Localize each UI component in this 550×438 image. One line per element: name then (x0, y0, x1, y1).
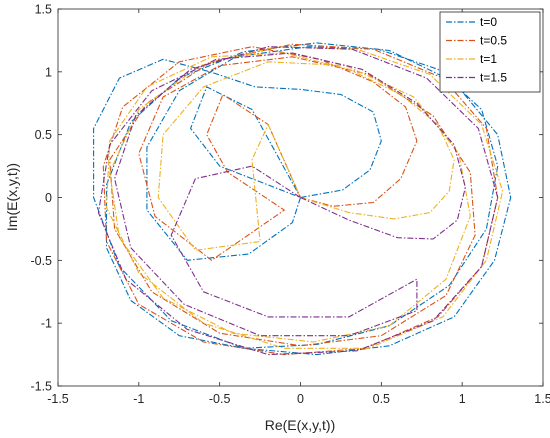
series-line-1 (93, 42, 512, 356)
legend-label: t=0 (480, 15, 497, 29)
legend-box (439, 11, 541, 93)
legend-label: t=0.5 (480, 34, 507, 48)
legend-label: t=1 (480, 52, 497, 66)
x-tick-label: 1 (459, 392, 466, 406)
y-tick-label: 1.5 (35, 3, 52, 17)
x-tick-label: -1.5 (47, 392, 69, 406)
y-tick-label: 0.5 (35, 128, 52, 142)
x-tick-label: -1 (133, 392, 144, 406)
series-line-4 (97, 46, 499, 356)
x-axis-label: Re(E(x,y,t)) (265, 417, 336, 433)
x-tick-label: -0.5 (209, 392, 231, 406)
plot-lines (93, 42, 512, 356)
legend-label: t=1.5 (480, 71, 507, 85)
y-tick-label: 0 (45, 191, 52, 205)
series-line-3 (105, 46, 504, 349)
x-tick-label: 0 (297, 392, 304, 406)
y-tick-label: 1 (45, 65, 52, 79)
y-axis-label: Im(E(x,y,t)) (4, 163, 20, 231)
x-tick-label: 1.5 (534, 392, 550, 406)
y-tick-label: -1 (41, 317, 52, 331)
y-tick-label: -1.5 (30, 380, 52, 394)
y-tick-label: -0.5 (30, 254, 52, 268)
legend: t=0 t=0.5 t=1 t=1.5 (439, 11, 541, 93)
x-tick-label: 0.5 (373, 392, 390, 406)
axis-ticks: -1.5 -1 -0.5 0 0.5 1 1.5 -1.5 -1 -0.5 0 0.5 1 1.5 (30, 3, 550, 407)
